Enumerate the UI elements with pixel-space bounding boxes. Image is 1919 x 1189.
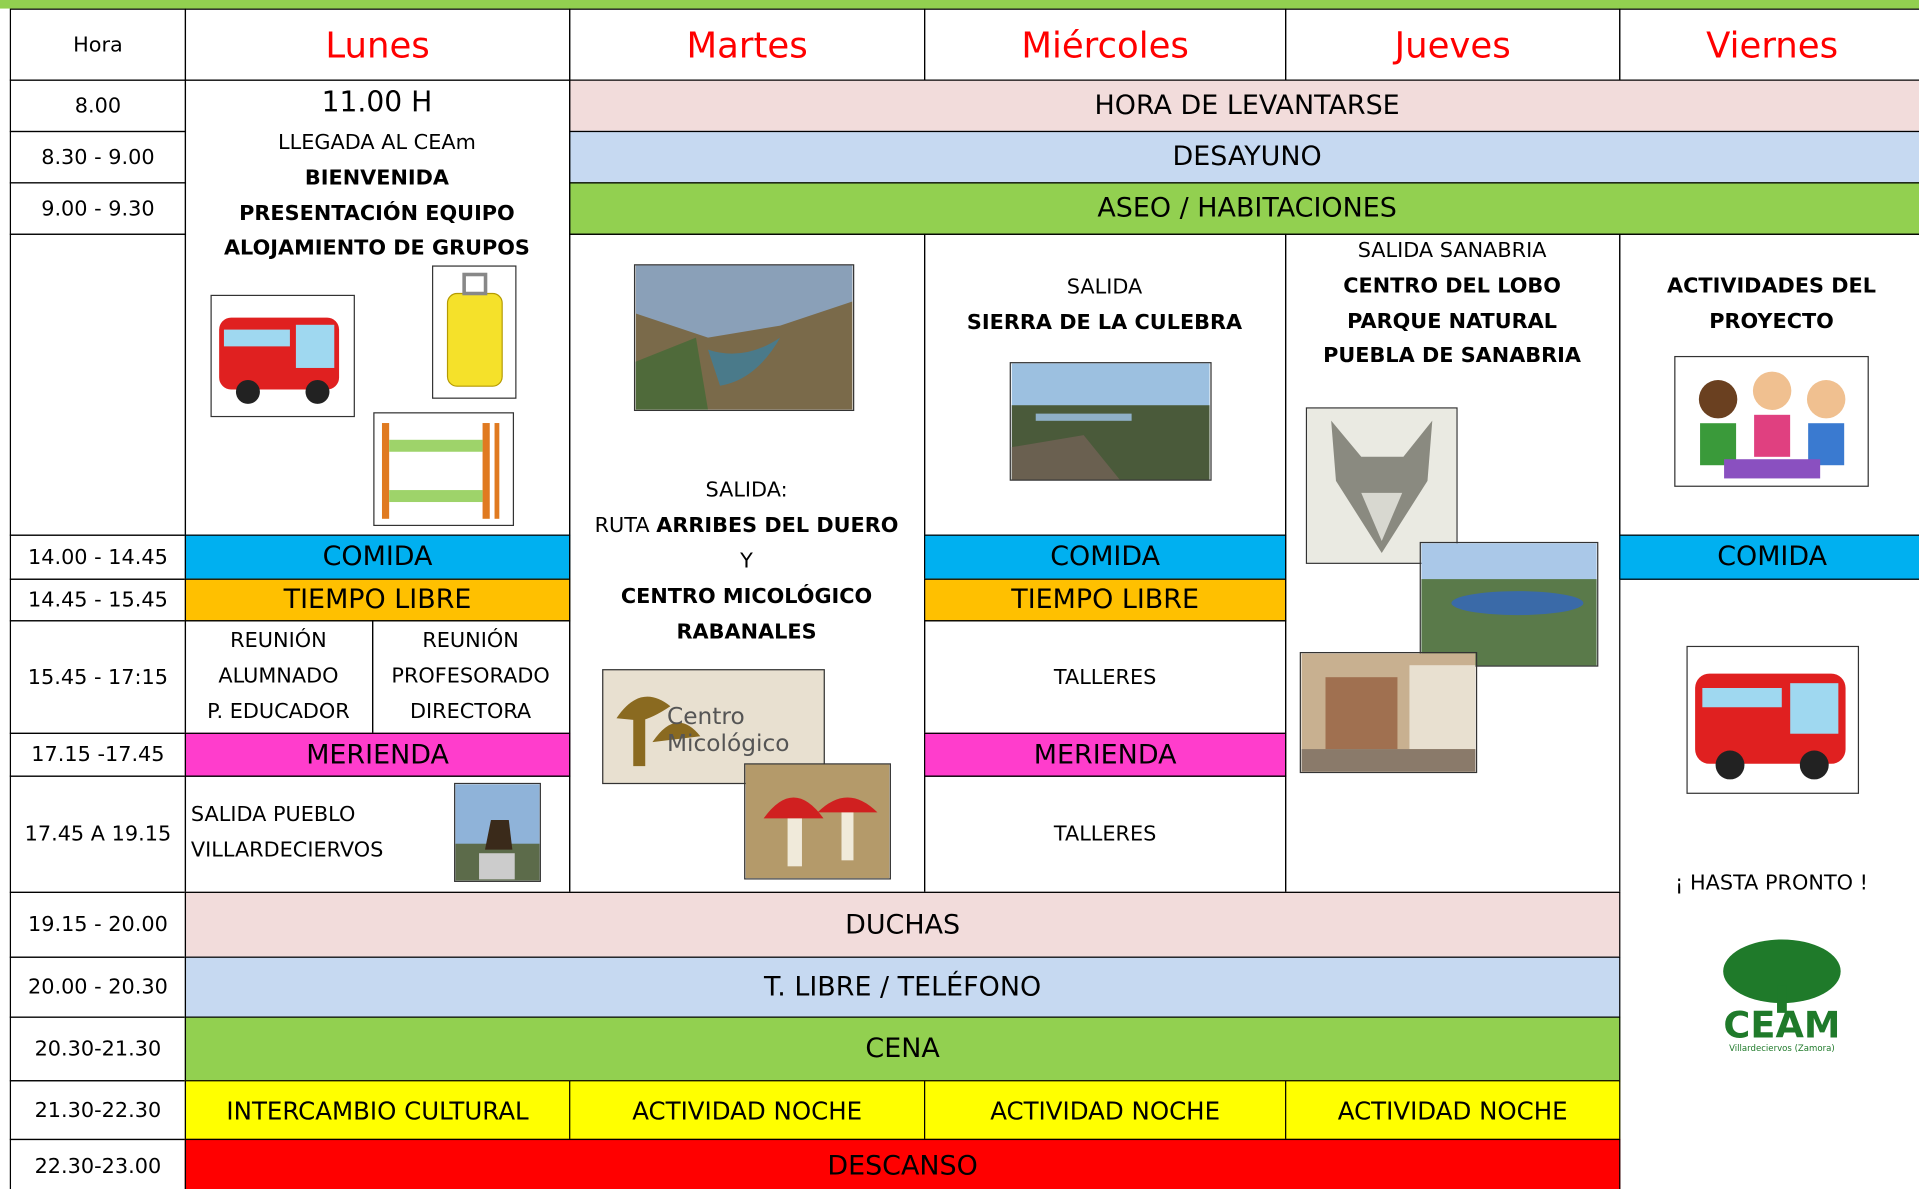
text: PRESENTACIÓN EQUIPO (239, 201, 515, 227)
band: ACTIVIDAD NOCHE (924, 1080, 1287, 1141)
band: DESAYUNO (569, 130, 1919, 184)
time: 20.00 - 20.30 (9, 956, 187, 1018)
text: 11.00 H (321, 86, 433, 119)
text: ALUMNADO (218, 664, 339, 689)
deer-image (454, 782, 541, 882)
time: 19.15 - 20.00 (9, 891, 187, 958)
band: MERIENDA (924, 732, 1287, 777)
band: COMIDA (924, 534, 1287, 580)
text: Micológico (666, 730, 790, 758)
day-header: Jueves (1285, 8, 1621, 81)
time: 17.45 A 19.15 (9, 775, 187, 893)
suitcase-image (432, 265, 517, 399)
workshop: TALLERES (924, 620, 1287, 734)
micologico-logo: Centro Micológico (602, 669, 825, 785)
village-image (1299, 651, 1478, 774)
bus-image (210, 294, 355, 418)
time: 8.00 (9, 79, 187, 133)
text: SALIDA (1066, 275, 1143, 300)
band: ASEO / HABITACIONES (569, 182, 1919, 235)
hour-header: Hora (9, 8, 187, 81)
day-header: Miércoles (924, 8, 1287, 81)
text: VILLARDECIERVOS (190, 837, 384, 863)
time: 17.15 -17.45 (9, 732, 187, 777)
canyon-image (633, 264, 855, 412)
band: CENA (184, 1016, 1621, 1082)
text: REUNIÓN (230, 628, 327, 654)
wolf-image (1305, 407, 1458, 564)
text: SIERRA DE LA CULEBRA (966, 310, 1243, 336)
lake-image (1419, 541, 1599, 667)
day-header: Lunes (184, 8, 571, 81)
time: 20.30-21.30 (9, 1016, 187, 1082)
text: ARRIBES DEL DUERO (656, 513, 899, 539)
top-strip (0, 0, 1919, 9)
time: 22.30-23.00 (9, 1138, 187, 1189)
logo-text: CEAM (1723, 1004, 1841, 1048)
time: 21.30-22.30 (9, 1080, 187, 1141)
text: SALIDA SANABRIA (1357, 238, 1547, 263)
text: REUNIÓN (422, 628, 519, 654)
text: Y (740, 549, 753, 574)
band: ACTIVIDAD NOCHE (569, 1080, 926, 1141)
text: CENTRO MICOLÓGICO (620, 584, 873, 610)
time: 14.00 - 14.45 (9, 534, 187, 580)
text: ACTIVIDADES DEL (1667, 274, 1877, 299)
day-header: Martes (569, 8, 926, 81)
text: PUEBLA DE SANABRIA (1323, 343, 1582, 369)
time-blank (9, 233, 187, 536)
band: TIEMPO LIBRE (924, 578, 1287, 622)
ceam-logo: CEAM Villardeciervos (Zamora) (1711, 937, 1853, 1059)
bus-image (1686, 645, 1860, 794)
sierra-image (1009, 362, 1212, 481)
text: Centro (666, 703, 745, 731)
band: MERIENDA (184, 732, 571, 777)
text: RUTA (594, 513, 650, 539)
time: 15.45 - 17:15 (9, 620, 187, 734)
band: COMIDA (184, 534, 571, 580)
text: SALIDA PUEBLO (190, 802, 356, 827)
kids-image (1674, 355, 1869, 487)
mushroom-image (744, 763, 891, 880)
bunk-bed-image (373, 412, 515, 526)
text: PROFESORADO (391, 664, 550, 689)
band: DUCHAS (184, 891, 1621, 958)
band: TIEMPO LIBRE (184, 578, 571, 622)
time: 9.00 - 9.30 (9, 182, 187, 235)
band: HORA DE LEVANTARSE (569, 79, 1919, 133)
text-line: RUTA ARRIBES DEL DUERO (569, 514, 924, 538)
band: T. LIBRE / TELÉFONO (184, 956, 1621, 1018)
time: 8.30 - 9.00 (9, 130, 187, 184)
text: LLEGADA AL CEAm (278, 130, 476, 156)
text: DIRECTORA (409, 699, 532, 725)
text: PARQUE NATURAL (1347, 309, 1558, 334)
band: COMIDA (1619, 534, 1919, 580)
band: ACTIVIDAD NOCHE (1285, 1080, 1621, 1141)
text: RABANALES (676, 620, 817, 645)
text: CENTRO DEL LOBO (1343, 274, 1561, 299)
text: ¡ HASTA PRONTO ! (1675, 870, 1868, 896)
text: P. EDUCADOR (207, 699, 350, 725)
band: DESCANSO (184, 1138, 1621, 1189)
workshop: TALLERES (924, 775, 1287, 893)
text: BIENVENIDA (304, 166, 449, 191)
text: PROYECTO (1709, 309, 1834, 334)
band: INTERCAMBIO CULTURAL (184, 1080, 571, 1141)
text: ALOJAMIENTO DE GRUPOS (223, 236, 530, 261)
time: 14.45 - 15.45 (9, 578, 187, 622)
day-header: Viernes (1619, 8, 1919, 81)
text: SALIDA: (705, 478, 788, 503)
logo-subtext: Villardeciervos (Zamora) (1729, 1043, 1835, 1054)
